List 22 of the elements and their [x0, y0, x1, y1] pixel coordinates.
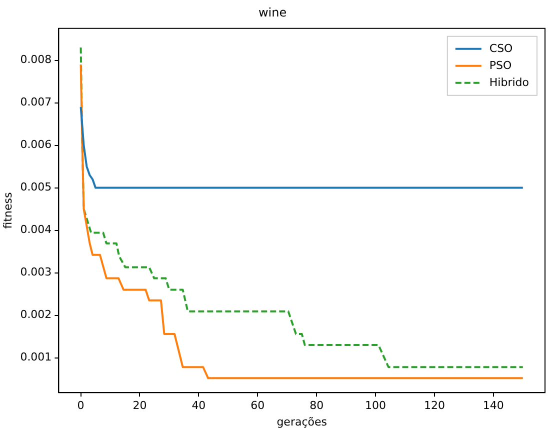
- y-axis-title: fitness: [1, 192, 14, 229]
- x-tick-label: 20: [132, 399, 147, 412]
- y-tick-label: 0.008: [20, 53, 52, 66]
- x-tick-label: 0: [77, 399, 84, 412]
- x-tick-label: 100: [365, 399, 386, 412]
- legend-label: Hibrido: [489, 76, 530, 89]
- y-tick-label: 0.002: [20, 308, 52, 322]
- x-tick-label: 80: [310, 399, 324, 412]
- y-tick-label: 0.006: [20, 138, 52, 152]
- y-tick-label: 0.004: [20, 223, 52, 236]
- y-tick-label: 0.007: [20, 96, 52, 109]
- x-tick-label: 60: [250, 399, 265, 412]
- x-tick-label: 120: [424, 399, 445, 412]
- legend-label: PSO: [489, 58, 512, 72]
- y-tick-label: 0.005: [20, 180, 52, 194]
- y-tick-label: 0.001: [20, 350, 52, 364]
- chart-title: wine: [258, 5, 287, 20]
- x-tick-label: 140: [482, 399, 504, 412]
- y-tick-label: 0.003: [20, 266, 52, 279]
- x-axis-title: gerações: [276, 415, 328, 428]
- x-tick-label: 40: [192, 399, 206, 412]
- legend-label: CSO: [489, 42, 514, 55]
